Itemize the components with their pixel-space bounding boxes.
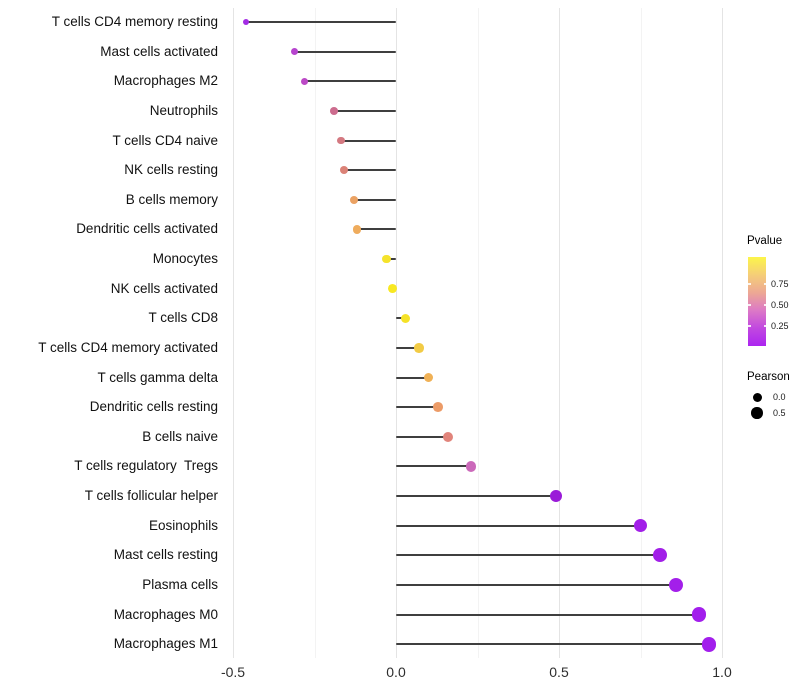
colorbar-tick-mark <box>763 325 766 327</box>
y-axis-label: T cells CD4 memory activated <box>38 339 218 355</box>
y-axis-label: Macrophages M1 <box>113 636 218 652</box>
y-axis-label: NK cells activated <box>110 280 218 296</box>
minor-gridline <box>314 8 316 658</box>
pearson-size-circle <box>751 407 763 419</box>
major-gridline <box>559 8 560 658</box>
y-axis-label: B cells naive <box>142 428 218 444</box>
y-axis-label: T cells CD4 naive <box>112 132 218 148</box>
data-point <box>339 166 348 175</box>
y-axis-label: NK cells resting <box>124 162 218 178</box>
lollipop-stem <box>396 613 700 616</box>
pearson-size-label: 0.0 <box>773 392 786 402</box>
y-axis-label: Neutrophils <box>149 102 218 118</box>
data-point <box>336 136 345 145</box>
data-point <box>330 106 338 115</box>
pearson-size-label: 0.5 <box>773 408 786 418</box>
y-axis-label: T cells gamma delta <box>97 369 218 385</box>
y-axis-label: T cells CD8 <box>148 310 218 326</box>
colorbar-tick-mark <box>748 304 751 306</box>
data-point <box>701 636 717 652</box>
x-axis-tick-label: -0.5 <box>220 664 246 680</box>
y-axis-label: Eosinophils <box>148 517 218 533</box>
y-axis-label: T cells CD4 memory resting <box>51 14 218 29</box>
minor-gridline <box>477 8 479 658</box>
lollipop-stem <box>396 346 419 349</box>
pvalue-legend-title: Pvalue <box>747 235 783 247</box>
data-point <box>388 284 398 294</box>
data-point <box>653 548 667 563</box>
pearson-legend-title: Pearson <box>747 371 790 383</box>
colorbar-tick-label: 0.50 <box>771 299 789 310</box>
major-gridline <box>233 8 234 658</box>
lollipop-stem <box>396 495 556 498</box>
lollipop-stem <box>343 169 396 172</box>
lollipop-stem <box>353 198 396 201</box>
data-point <box>669 577 684 593</box>
colorbar-tick-label: 0.25 <box>771 320 789 331</box>
data-point <box>401 313 411 323</box>
lollipop-stem <box>246 21 396 23</box>
lollipop-stem <box>304 80 396 83</box>
lollipop-stem <box>396 583 677 586</box>
lollipop-stem <box>356 228 396 231</box>
y-axis-label: Dendritic cells resting <box>89 399 218 415</box>
data-point <box>242 18 250 26</box>
colorbar-tick-mark <box>748 325 751 327</box>
major-gridline <box>722 8 723 658</box>
data-point <box>465 461 477 472</box>
data-point <box>291 48 299 56</box>
lollipop-stem <box>396 643 709 646</box>
data-point <box>414 343 424 353</box>
y-axis-label: T cells follicular helper <box>84 488 218 504</box>
pearson-size-circle <box>752 392 762 402</box>
lollipop-stem <box>396 554 661 557</box>
lollipop-stem <box>396 465 471 468</box>
data-point <box>633 518 648 533</box>
colorbar-tick-mark <box>763 283 766 285</box>
pvalue-colorbar <box>748 257 766 346</box>
y-axis-label: B cells memory <box>125 191 218 207</box>
lollipop-stem <box>396 524 641 527</box>
lollipop-stem <box>334 109 396 112</box>
colorbar-tick-mark <box>748 283 751 285</box>
x-axis-tick-label: 1.0 <box>712 664 732 680</box>
data-point <box>352 225 361 234</box>
x-axis-tick-label: 0.5 <box>549 664 569 680</box>
lollipop-stem <box>396 406 439 409</box>
y-axis-label: Dendritic cells activated <box>76 221 218 237</box>
data-point <box>381 254 391 264</box>
plot-panel <box>222 8 734 658</box>
lollipop-stem <box>396 317 406 320</box>
data-point <box>301 77 309 85</box>
y-axis-label: Mast cells activated <box>100 43 218 59</box>
minor-gridline <box>640 8 642 658</box>
y-axis-label: Macrophages M2 <box>113 73 218 89</box>
data-point <box>433 402 444 413</box>
data-point <box>443 431 454 442</box>
data-point <box>691 607 707 622</box>
y-axis-label: Monocytes <box>152 251 218 267</box>
y-axis-label: Macrophages M0 <box>113 606 218 622</box>
lollipop-stem <box>396 376 429 379</box>
lollipop-stem <box>386 258 396 261</box>
data-point <box>423 372 434 383</box>
y-axis-label: Mast cells resting <box>113 547 218 563</box>
data-point <box>549 490 562 503</box>
lollipop-stem <box>340 139 396 142</box>
y-axis-label: T cells regulatory Tregs <box>74 458 218 474</box>
major-gridline <box>396 8 397 658</box>
lollipop-stem <box>396 435 449 438</box>
colorbar-tick-label: 0.75 <box>771 278 789 289</box>
data-point <box>349 195 358 204</box>
x-axis-tick-label: 0.0 <box>386 664 406 680</box>
lollipop-stem <box>294 50 396 53</box>
colorbar-tick-mark <box>763 304 766 306</box>
y-axis-label: Plasma cells <box>142 576 218 592</box>
